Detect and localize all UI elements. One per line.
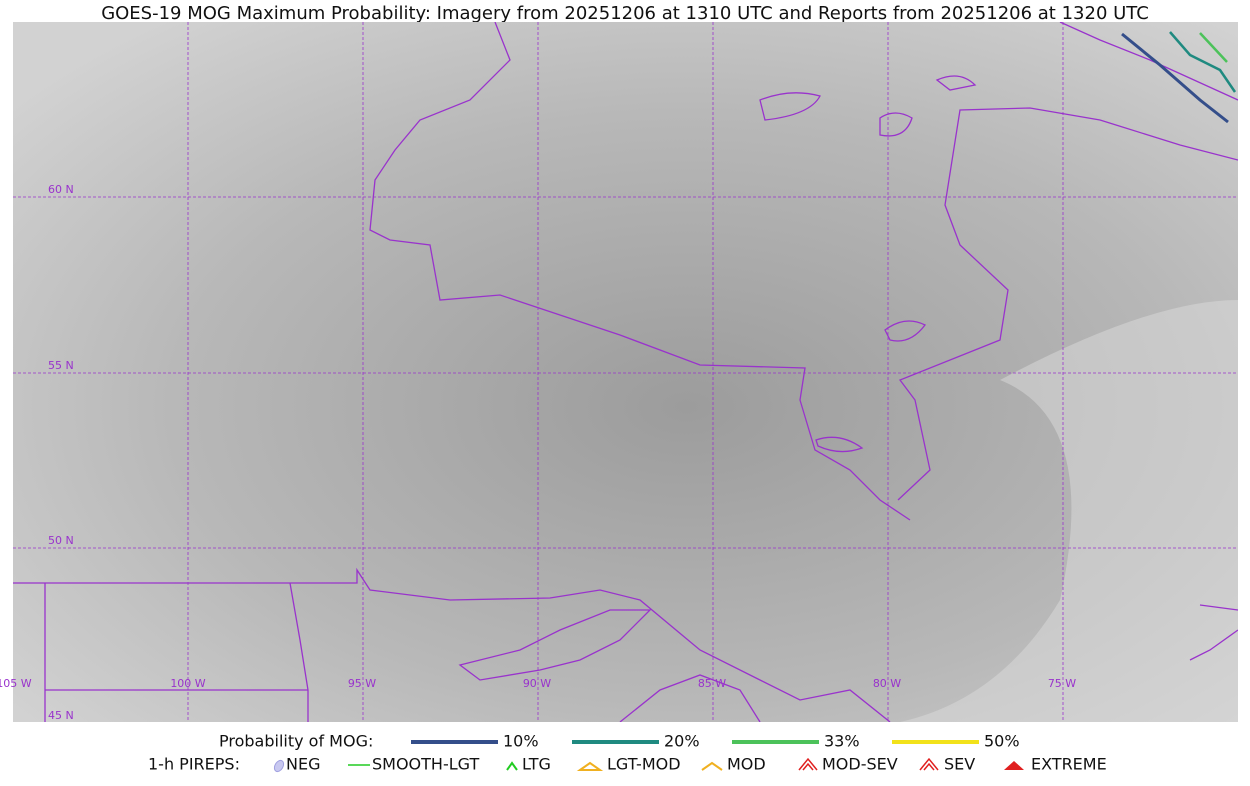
lat-label: 55 N bbox=[48, 359, 74, 372]
lon-label: 100 W bbox=[170, 677, 205, 690]
legend-label: 20% bbox=[664, 732, 700, 751]
title: GOES-19 MOG Maximum Probability: Imagery… bbox=[101, 3, 1149, 24]
legend-label: SEV bbox=[944, 755, 975, 774]
legend-label: 33% bbox=[824, 732, 860, 751]
map: 60 N 55 N 50 N 45 N bbox=[13, 22, 1238, 722]
legend-title: 1-h PIREPS: bbox=[148, 755, 240, 774]
lon-label: 80 W bbox=[873, 677, 901, 690]
legend-title: Probability of MOG: bbox=[219, 732, 373, 751]
lon-label: 105 W bbox=[0, 677, 32, 690]
legend-label: EXTREME bbox=[1031, 755, 1107, 774]
lon-label: 85 W bbox=[698, 677, 726, 690]
gridlines bbox=[13, 22, 1238, 722]
latitude-labels: 60 N 55 N 50 N 45 N bbox=[48, 183, 74, 722]
lon-label: 95 W bbox=[348, 677, 376, 690]
lat-label: 50 N bbox=[48, 534, 74, 547]
pirep-icons bbox=[273, 757, 1024, 773]
legend: Probability of MOG: 1-h PIREPS: 10% 20% 33… bbox=[148, 732, 1107, 774]
lat-label: 45 N bbox=[48, 709, 74, 722]
probability-contours bbox=[1121, 31, 1237, 124]
cloud-band bbox=[900, 300, 1238, 722]
legend-label: MOD bbox=[727, 755, 766, 774]
legend-label: 50% bbox=[984, 732, 1020, 751]
coastlines bbox=[13, 22, 1238, 722]
legend-label: 10% bbox=[503, 732, 539, 751]
lon-label: 75 W bbox=[1048, 677, 1076, 690]
legend-label: LGT-MOD bbox=[607, 755, 681, 774]
legend-label: SMOOTH-LGT bbox=[372, 755, 479, 774]
lat-label: 60 N bbox=[48, 183, 74, 196]
lon-label: 90 W bbox=[523, 677, 551, 690]
legend-label: LTG bbox=[522, 755, 551, 774]
legend-label: NEG bbox=[286, 755, 320, 774]
longitude-labels: 105 W 100 W 95 W 90 W 85 W 80 W 75 W bbox=[0, 677, 1076, 690]
legend-label: MOD-SEV bbox=[822, 755, 898, 774]
